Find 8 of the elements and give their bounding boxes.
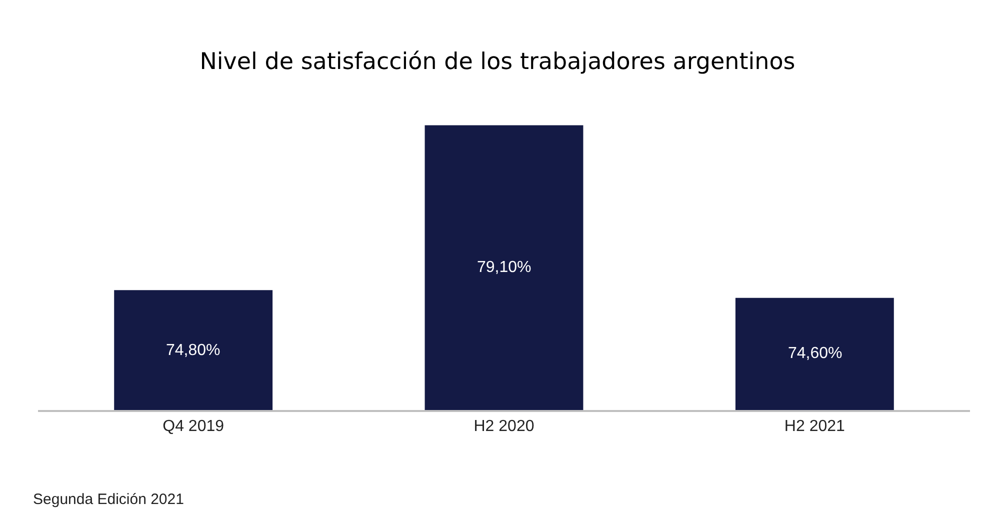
x-tick-label: H2 2021	[784, 418, 846, 435]
annotation: Segunda Edición 2021	[33, 491, 184, 508]
data-label: 79,10%	[477, 259, 532, 276]
x-tick-label: Q4 2019	[162, 418, 224, 435]
data-label: 74,60%	[788, 345, 842, 362]
x-tick-label: H2 2020	[474, 418, 534, 435]
data-label: 74,80%	[166, 342, 220, 359]
chart-title: Nivel de satisfacción de los trabajadores argentinos	[200, 49, 796, 76]
